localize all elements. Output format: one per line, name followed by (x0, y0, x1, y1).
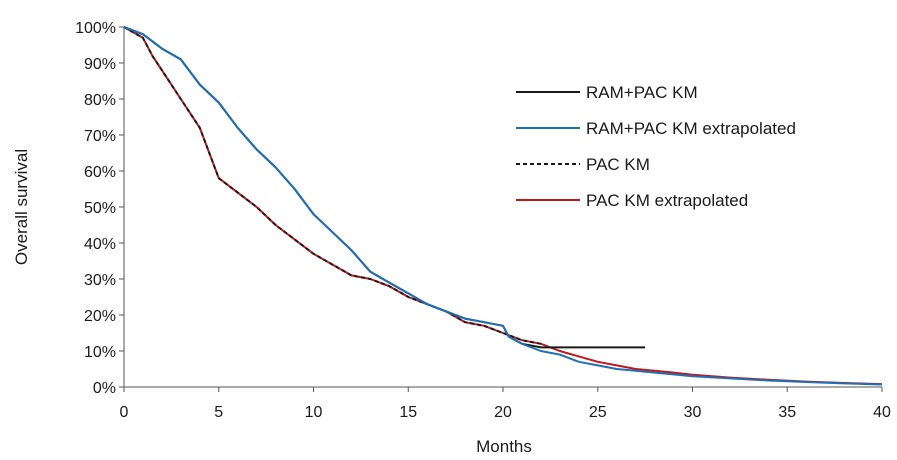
y-tick-label: 30% (84, 272, 116, 289)
series-line-1 (123, 26, 883, 386)
series-line-2 (123, 26, 542, 345)
legend: RAM+PAC KM RAM+PAC KM extrapolated PAC KM P… (516, 83, 796, 210)
x-tick-label: 25 (589, 404, 607, 421)
y-ticks: 0% 10% 20% 30% 40% 50% 60% 70% 80% 90% 100% (75, 20, 124, 397)
x-tick-label: 30 (684, 404, 702, 421)
legend-label-0: RAM+PAC KM (586, 83, 698, 102)
y-tick-label: 40% (84, 236, 116, 253)
y-tick-label: 60% (84, 164, 116, 181)
x-tick-label: 0 (120, 404, 129, 421)
y-tick-label: 20% (84, 308, 116, 325)
y-tick-label: 80% (84, 92, 116, 109)
x-tick-label: 5 (214, 404, 223, 421)
y-tick-label: 10% (84, 344, 116, 361)
series-line-3 (123, 26, 883, 386)
legend-label-3: PAC KM extrapolated (586, 191, 748, 210)
x-tick-label: 15 (399, 404, 417, 421)
x-tick-label: 40 (873, 404, 891, 421)
x-tick-label: 20 (494, 404, 512, 421)
legend-label-1: RAM+PAC KM extrapolated (586, 119, 796, 138)
x-axis-title: Months (476, 437, 532, 456)
y-tick-label: 0% (93, 380, 116, 397)
y-tick-label: 90% (84, 56, 116, 73)
x-tick-label: 35 (778, 404, 796, 421)
series-line-0 (123, 26, 646, 349)
y-axis-title: Overall survival (12, 149, 31, 265)
x-tick-label: 10 (305, 404, 323, 421)
y-tick-label: 50% (84, 200, 116, 217)
y-tick-label: 100% (75, 20, 116, 37)
y-tick-label: 70% (84, 128, 116, 145)
x-ticks: 0 5 10 15 20 25 30 35 40 (120, 387, 891, 421)
legend-label-2: PAC KM (586, 155, 650, 174)
series-layer (123, 26, 883, 386)
